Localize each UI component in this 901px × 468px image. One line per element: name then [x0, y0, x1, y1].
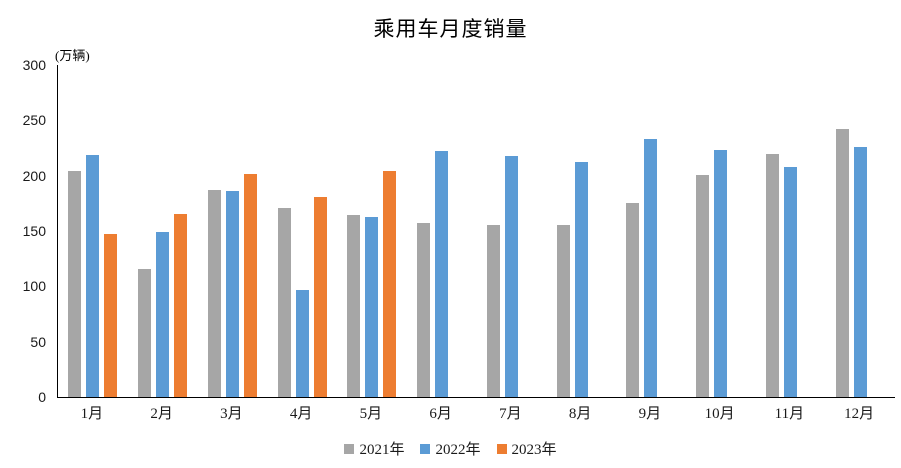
- x-axis-label: 10月: [704, 406, 735, 422]
- bar-group-3月: [198, 65, 268, 397]
- x-axis-label: 7月: [499, 406, 522, 422]
- legend-item-2022年: 2022年: [420, 438, 481, 459]
- bar-2023年-4月: [313, 196, 327, 397]
- bar-group-1月: [58, 65, 128, 397]
- x-axis-label: 5月: [359, 406, 383, 422]
- bar-group-12月: [825, 65, 895, 397]
- y-tick-label: 150: [22, 223, 46, 239]
- bar-2022年-9月: [644, 138, 658, 397]
- bar-2022年-1月: [86, 155, 100, 397]
- y-tick-label: 300: [22, 57, 46, 73]
- bar-2022年-5月: [365, 217, 379, 397]
- legend-swatch-icon: [420, 443, 431, 454]
- bar-2021年-5月: [347, 214, 361, 397]
- bar-2022年-8月: [574, 161, 588, 397]
- bar-2021年-9月: [626, 203, 640, 397]
- x-axis-label: 9月: [638, 406, 662, 422]
- bar-2021年-1月: [68, 170, 82, 397]
- x-axis-label: 6月: [429, 406, 452, 422]
- x-axis-label: 4月: [289, 406, 313, 422]
- bar-group-8月: [546, 65, 616, 397]
- bar-2021年-10月: [696, 174, 710, 397]
- bar-2021年-11月: [765, 154, 779, 397]
- legend-item-2023年: 2023年: [496, 438, 557, 459]
- legend-label: 2023年: [511, 442, 557, 458]
- bar-2021年-3月: [207, 189, 221, 397]
- bar-group-6月: [407, 65, 477, 397]
- bar-2022年-6月: [435, 151, 449, 397]
- bar-2023年-3月: [243, 173, 257, 397]
- legend-item-2021年: 2021年: [344, 438, 404, 459]
- bar-group-2月: [128, 65, 198, 397]
- bar-2022年-11月: [783, 167, 797, 397]
- bar-2021年-4月: [277, 208, 291, 397]
- bar-2021年-8月: [556, 225, 570, 397]
- y-axis-unit-label: (万辆): [55, 48, 90, 63]
- bar-2022年-4月: [295, 290, 309, 397]
- x-axis-label: 1月: [80, 406, 104, 422]
- legend-label: 2021年: [359, 442, 405, 458]
- bar-2021年-6月: [417, 223, 431, 397]
- bar-2022年-10月: [714, 150, 728, 397]
- bar-group-4月: [267, 65, 337, 397]
- legend-swatch-icon: [496, 443, 507, 454]
- bar-2022年-3月: [225, 190, 239, 397]
- y-tick-label: 250: [22, 112, 46, 129]
- y-tick-label: 0: [38, 389, 46, 405]
- x-axis-label: 8月: [568, 406, 592, 422]
- bar-group-9月: [616, 65, 686, 397]
- plot-area: [57, 65, 895, 398]
- y-tick-label: 50: [30, 333, 46, 350]
- bar-group-10月: [686, 65, 756, 397]
- legend-label: 2022年: [435, 442, 481, 458]
- chart-title: 乘用车月度销量: [373, 17, 528, 41]
- x-axis-label: 12月: [844, 406, 875, 422]
- bar-group-5月: [337, 65, 407, 397]
- y-tick-label: 100: [22, 278, 46, 295]
- bar-2023年-5月: [383, 171, 397, 397]
- bar-2021年-7月: [486, 225, 500, 397]
- bar-2022年-12月: [853, 146, 867, 397]
- legend-swatch-icon: [344, 443, 355, 454]
- bar-2023年-2月: [174, 214, 188, 397]
- bar-2022年-2月: [156, 232, 170, 397]
- bar-2022年-7月: [504, 156, 518, 397]
- x-axis-label: 11月: [774, 406, 805, 422]
- bar-2023年-1月: [104, 234, 118, 397]
- x-axis-label: 2月: [150, 406, 173, 422]
- y-tick-label: 200: [22, 167, 46, 184]
- x-axis-label: 3月: [220, 406, 243, 422]
- bar-group-7月: [477, 65, 547, 397]
- bar-2021年-2月: [138, 269, 152, 397]
- bar-group-11月: [756, 65, 826, 397]
- bar-2021年-12月: [835, 128, 849, 397]
- legend: 2021年 2022年 2023年: [0, 438, 901, 459]
